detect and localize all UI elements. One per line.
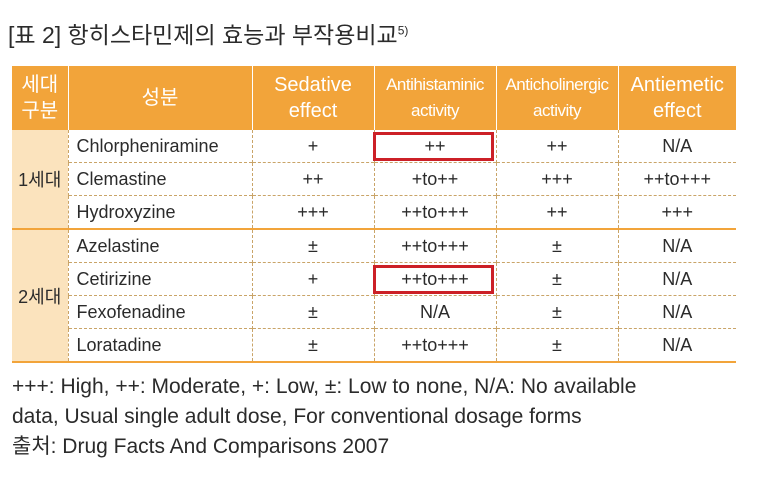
table-title: [표 2] 항히스타민제의 효능과 부작용비교5) [8, 16, 408, 50]
header-generation: 세대 구분 [12, 66, 68, 130]
table-row: Loratadine ± ++to+++ ± N/A [12, 328, 736, 362]
title-footnote: 5) [397, 23, 409, 38]
antihistaminic-value: ++to+++ [373, 228, 496, 263]
ingredient-name: Azelastine [67, 228, 252, 263]
antihistaminic-value-highlighted: ++ [373, 130, 496, 163]
ingredient-name: Hydroxyzine [67, 195, 252, 229]
source-note: 출처: Drug Facts And Comparisons 2007 [12, 435, 390, 458]
ingredient-name: Clemastine [67, 162, 252, 196]
header-ingredient: 성분 [67, 66, 252, 130]
ingredient-name: Chlorpheniramine [67, 130, 252, 163]
table-row: Hydroxyzine +++ ++to+++ ++ +++ [12, 195, 736, 229]
antiemetic-value: +++ [617, 195, 736, 229]
anticholinergic-value: ± [495, 262, 618, 296]
anticholinergic-value: ++ [495, 195, 618, 229]
antiemetic-value: ++to+++ [617, 162, 736, 196]
ingredient-name: Fexofenadine [67, 295, 252, 329]
antihistaminic-value: N/A [373, 295, 496, 329]
anticholinergic-value: ± [495, 228, 618, 263]
generation-label: 1세대 [12, 130, 68, 229]
header-sedative: Sedative effect [251, 66, 374, 130]
table-row: Fexofenadine ± N/A ± N/A [12, 295, 736, 329]
anticholinergic-value: ± [495, 295, 618, 329]
table-notes: +++: High, ++: Moderate, +: Low, ±: Low … [12, 372, 636, 462]
anticholinergic-value: ++ [495, 130, 618, 163]
antiemetic-value: N/A [617, 228, 736, 263]
generation-label: 2세대 [12, 228, 68, 362]
header-antihistaminic: Antihistaminic activity [373, 66, 496, 130]
antihistaminic-value: ++to+++ [373, 195, 496, 229]
sedative-value: + [251, 262, 374, 296]
legend-note: +++: High, ++: Moderate, +: Low, ±: Low … [12, 375, 637, 398]
table-row: Clemastine ++ +to++ +++ ++to+++ [12, 162, 736, 196]
antiemetic-value: N/A [617, 328, 736, 362]
sedative-value: ± [251, 295, 374, 329]
antiemetic-value: N/A [617, 130, 736, 163]
sedative-value: + [251, 130, 374, 163]
table-row: Cetirizine + ++to+++ ± N/A [12, 262, 736, 296]
ingredient-name: Cetirizine [67, 262, 252, 296]
header-antiemetic: Antiemetic effect [617, 66, 736, 130]
antihistaminic-value: +to++ [373, 162, 496, 196]
header-row: 세대 구분 성분 Sedative effect Antihistaminic act… [12, 66, 736, 130]
legend-note-continued: data, Usual single adult dose, For conve… [12, 405, 582, 428]
sedative-value: ± [251, 328, 374, 362]
antiemetic-value: N/A [617, 262, 736, 296]
anticholinergic-value: ± [495, 328, 618, 362]
sedative-value: ± [251, 228, 374, 263]
title-text: [표 2] 항히스타민제의 효능과 부작용비교 [8, 22, 398, 48]
antihistaminic-value-highlighted: ++to+++ [373, 262, 496, 296]
table-row: 1세대 Chlorpheniramine + ++ ++ N/A [12, 130, 736, 229]
comparison-table: 세대 구분 성분 Sedative effect Antihistaminic act… [12, 66, 736, 363]
table-row: 2세대 Azelastine ± ++to+++ ± N/A [12, 228, 736, 362]
ingredient-name: Loratadine [67, 328, 252, 362]
anticholinergic-value: +++ [495, 162, 618, 196]
sedative-value: +++ [251, 195, 374, 229]
antihistaminic-value: ++to+++ [373, 328, 496, 362]
sedative-value: ++ [251, 162, 374, 196]
antiemetic-value: N/A [617, 295, 736, 329]
header-anticholinergic: Anticholinergic activity [495, 66, 618, 130]
